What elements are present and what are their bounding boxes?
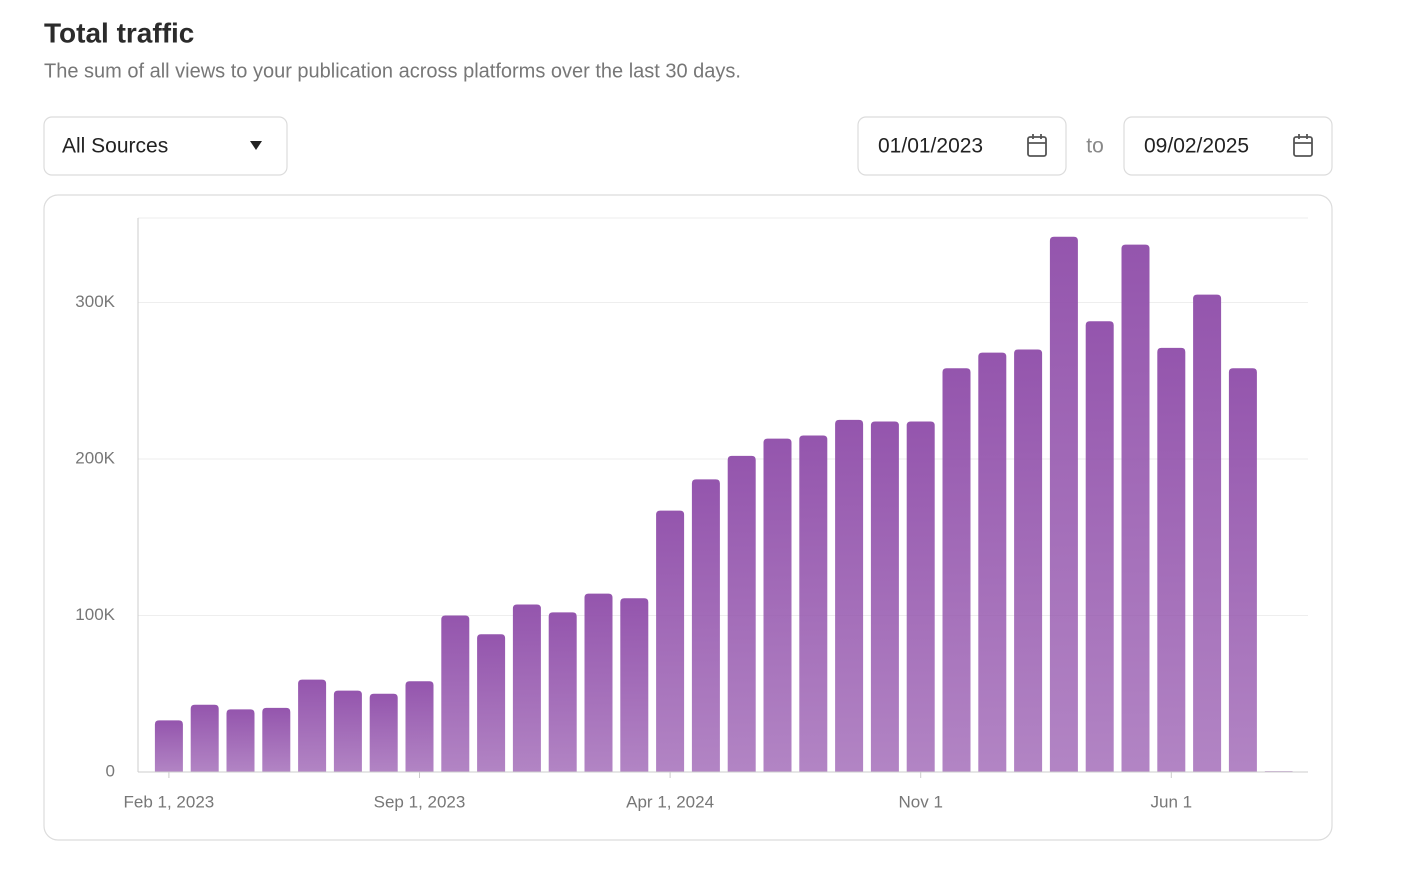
bar <box>512 604 541 772</box>
x-tick-label: Jun 1 <box>1151 792 1193 811</box>
date-separator: to <box>1086 135 1104 158</box>
title: Total traffic <box>44 17 194 48</box>
bar <box>441 615 470 772</box>
bar <box>1193 294 1222 772</box>
bar <box>942 368 971 772</box>
bar <box>1228 368 1257 772</box>
bar <box>154 720 183 772</box>
subtitle: The sum of all views to your publication… <box>44 60 741 82</box>
bar <box>763 438 792 772</box>
bar <box>799 435 828 772</box>
bar <box>835 419 864 772</box>
bar <box>369 693 398 772</box>
x-tick-label: Sep 1, 2023 <box>374 792 466 811</box>
plot: 0 100K 200K 300K Feb 1, 2023 Sep 1, 2023 Apr 1… <box>75 236 1308 811</box>
x-tick-label: Apr 1, 2024 <box>626 792 714 811</box>
dropdown-arrow[interactable] <box>250 141 262 150</box>
bar <box>226 709 255 772</box>
bar <box>1157 347 1186 772</box>
x-tick-label: Feb 1, 2023 <box>124 792 215 811</box>
bar <box>978 352 1007 772</box>
bar <box>727 455 756 772</box>
date-box[interactable] <box>1123 116 1333 176</box>
bar <box>190 704 219 772</box>
calendar-icon[interactable] <box>1293 134 1313 157</box>
bar <box>870 421 899 772</box>
bar <box>691 479 720 772</box>
end-date[interactable]: 09/02/2025 <box>1123 116 1333 176</box>
date-text[interactable]: 09/02/2025 <box>1144 135 1249 158</box>
calendar-icon[interactable] <box>1027 134 1047 157</box>
dropdown-box[interactable] <box>43 116 288 176</box>
bar <box>548 612 577 772</box>
x-tick-label: Nov 1 <box>898 792 942 811</box>
source-dropdown[interactable]: All Sources <box>43 116 288 176</box>
chart-card <box>43 194 1333 841</box>
y-tick-label: 300K <box>75 292 115 311</box>
dropdown-label[interactable]: All Sources <box>62 135 168 158</box>
y-tick-label: 100K <box>75 605 115 624</box>
bar <box>405 681 434 772</box>
start-date[interactable]: 01/01/2023 <box>857 116 1067 176</box>
y-tick-label: 0 <box>106 761 115 780</box>
bar <box>906 421 935 772</box>
bar <box>477 634 506 772</box>
date-box[interactable] <box>857 116 1067 176</box>
y-tick-label: 200K <box>75 448 115 467</box>
date-text[interactable]: 01/01/2023 <box>878 135 983 158</box>
bar <box>333 690 362 772</box>
bar <box>620 598 649 772</box>
bar <box>298 679 327 772</box>
bar <box>1085 321 1114 772</box>
bar <box>656 510 685 772</box>
bar <box>1049 236 1078 772</box>
bar <box>262 707 291 772</box>
bar <box>1121 244 1150 773</box>
bar <box>584 593 613 772</box>
bar <box>1014 349 1043 772</box>
